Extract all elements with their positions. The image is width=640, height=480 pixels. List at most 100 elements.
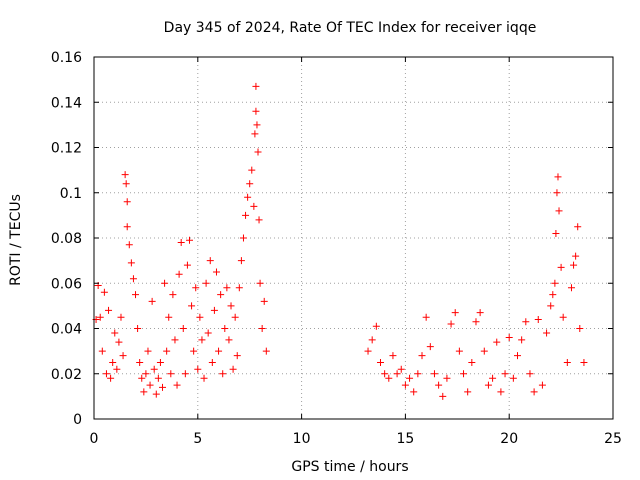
data-point — [150, 365, 158, 373]
data-point — [455, 347, 463, 355]
data-point — [493, 338, 501, 346]
data-point — [530, 388, 538, 396]
data-point — [98, 347, 106, 355]
data-point — [221, 325, 229, 332]
data-point — [132, 291, 140, 299]
x-tick-labels: 0 5 10 15 20 25 — [90, 431, 622, 447]
chart-title: Day 345 of 2024, Rate Of TEC Index for r… — [164, 20, 537, 36]
data-point — [177, 239, 185, 247]
data-point — [140, 388, 148, 396]
data-point — [134, 325, 142, 332]
data-point — [146, 381, 154, 389]
data-point — [159, 383, 167, 391]
data-point — [435, 381, 443, 389]
x-tick-label: 15 — [396, 431, 414, 447]
data-point — [188, 302, 196, 310]
data-point — [554, 173, 562, 181]
data-point — [136, 358, 144, 366]
data-point — [252, 107, 260, 115]
data-point — [258, 325, 266, 332]
data-point — [439, 392, 447, 400]
y-tick-label: 0.1 — [60, 186, 82, 202]
data-point — [364, 347, 372, 355]
data-point — [163, 347, 171, 355]
y-tick-label: 0.02 — [51, 367, 82, 383]
data-point — [547, 302, 555, 310]
data-point — [173, 381, 181, 389]
data-point — [96, 313, 104, 321]
data-point — [451, 309, 459, 317]
data-point — [192, 284, 200, 292]
data-point — [183, 261, 191, 269]
data-point — [246, 180, 254, 188]
data-point — [144, 347, 152, 355]
data-point — [385, 374, 393, 382]
data-point — [414, 370, 422, 378]
data-point — [262, 347, 270, 355]
data-point — [381, 370, 389, 378]
data-point — [111, 329, 119, 337]
data-point — [107, 374, 115, 382]
data-point — [563, 358, 571, 366]
data-point — [115, 338, 123, 346]
x-axis-label: GPS time / hours — [291, 459, 408, 475]
data-point — [447, 320, 455, 328]
data-point — [210, 306, 218, 314]
data-point — [480, 347, 488, 355]
data-point — [422, 313, 430, 321]
data-point — [534, 315, 542, 323]
data-point — [555, 207, 563, 215]
data-point — [576, 325, 584, 332]
data-point — [514, 352, 522, 360]
data-point — [505, 334, 513, 342]
data-point — [190, 347, 198, 355]
y-tick-label: 0 — [73, 412, 82, 428]
data-point — [225, 336, 233, 344]
data-point — [252, 82, 260, 90]
data-point — [175, 270, 183, 278]
data-point — [229, 365, 237, 373]
data-point — [570, 261, 578, 269]
data-point — [430, 370, 438, 378]
data-point — [406, 374, 414, 382]
data-point — [117, 313, 125, 321]
data-point — [179, 325, 187, 332]
data-point — [142, 370, 150, 378]
data-point — [472, 318, 480, 326]
y-tick-label: 0.12 — [51, 141, 82, 157]
data-point — [223, 284, 231, 292]
data-point — [161, 279, 169, 287]
data-point — [233, 352, 241, 360]
data-point — [156, 358, 164, 366]
data-point — [567, 284, 575, 292]
y-tick-label: 0.08 — [51, 231, 82, 247]
data-point — [256, 279, 264, 287]
data-point — [489, 374, 497, 382]
data-point — [169, 291, 177, 299]
axis-ticks — [93, 56, 614, 420]
data-point — [200, 374, 208, 382]
data-point — [102, 370, 110, 378]
data-point — [196, 313, 204, 321]
data-point — [464, 388, 472, 396]
y-tick-label: 0.14 — [51, 95, 82, 111]
data-point — [376, 358, 384, 366]
data-point — [551, 279, 559, 287]
data-point — [198, 336, 206, 344]
x-tick-label: 10 — [293, 431, 311, 447]
data-point — [549, 291, 557, 299]
data-point — [509, 374, 517, 382]
data-point — [559, 313, 567, 321]
data-point — [100, 288, 108, 296]
data-point — [260, 297, 268, 305]
data-point — [255, 216, 263, 224]
data-point — [123, 198, 131, 206]
data-point — [237, 257, 245, 265]
data-point — [254, 148, 262, 156]
data-point — [167, 370, 175, 378]
data-point — [538, 381, 546, 389]
data-point — [501, 370, 509, 378]
grid-lines — [94, 57, 613, 419]
data-point — [244, 193, 252, 201]
